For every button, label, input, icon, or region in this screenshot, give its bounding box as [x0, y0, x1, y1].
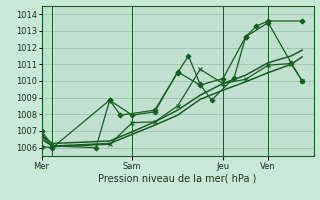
X-axis label: Pression niveau de la mer( hPa ): Pression niveau de la mer( hPa ) — [99, 173, 257, 183]
